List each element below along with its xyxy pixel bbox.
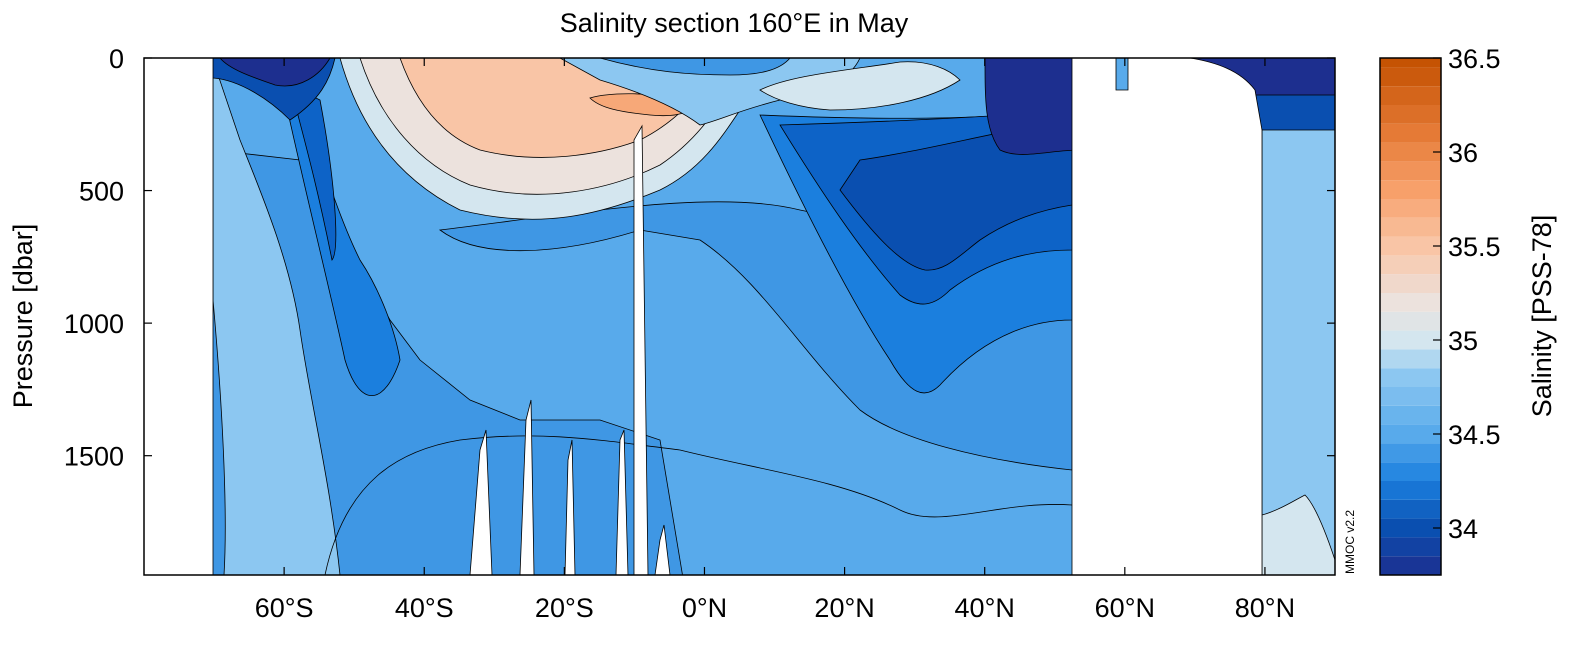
colorbar-swatch [1380, 499, 1441, 519]
chart-title: Salinity section 160°E in May [560, 8, 909, 38]
land-mask-north-gap [1071, 58, 1263, 575]
plot-frame [143, 57, 1336, 576]
y-axis: 0 500 1000 1500 [64, 44, 1335, 472]
ridge-4 [615, 429, 629, 575]
seamount-column [633, 124, 649, 575]
colorbar-tick-label: 35 [1448, 326, 1478, 356]
colorbar-swatch [1380, 274, 1441, 293]
colorbar-swatch [1380, 123, 1441, 143]
colorbar: 34 34.5 35 35.5 36 36.5 [1379, 44, 1501, 576]
colorbar-swatch [1380, 405, 1441, 425]
colorbar-swatch [1380, 537, 1441, 557]
y-tick-label: 0 [109, 44, 124, 74]
colorbar-swatch [1380, 199, 1441, 218]
y-tick-label: 1000 [64, 309, 124, 339]
colorbar-swatch [1380, 142, 1441, 162]
ridge-5 [654, 524, 671, 575]
equatorial-fresh-patch [599, 58, 791, 76]
southern-surface-core [219, 58, 331, 87]
x-tick-label: 20°S [535, 593, 594, 623]
x-tick-label: 40°N [955, 593, 1015, 623]
x-tick-label: 60°S [255, 593, 314, 623]
aaiw-tongue-outer [212, 59, 341, 575]
ridge-1 [469, 429, 493, 575]
deep-isohaline [324, 435, 1073, 575]
colorbar-swatch [1380, 368, 1441, 387]
colorbar-swatch [1380, 481, 1441, 500]
arctic-water [1261, 58, 1335, 575]
x-tick-label: 60°N [1095, 593, 1155, 623]
colorbar-swatch [1380, 518, 1441, 538]
colorbar-label: Salinity [PSS-78] [1527, 215, 1557, 418]
colorbar-tick-label: 36 [1448, 138, 1478, 168]
x-tick-label: 40°S [395, 593, 454, 623]
colorbar-swatch [1380, 236, 1441, 256]
colorbar-swatch [1380, 180, 1441, 199]
ridge-2 [519, 399, 535, 575]
northern-surface-fresh [984, 58, 1081, 155]
colorbar-swatch [1380, 311, 1441, 331]
x-tick-label: 0°N [682, 593, 727, 623]
colorbar-swatch [1380, 349, 1441, 369]
colorbar-swatch [1380, 462, 1441, 481]
colorbar-swatch [1380, 105, 1441, 124]
colorbar-swatch [1380, 387, 1441, 406]
npiw-core [839, 119, 1073, 271]
y-tick-label: 1500 [64, 442, 124, 472]
x-tick-label: 80°N [1235, 593, 1295, 623]
aaiw-tongue-core [289, 84, 337, 261]
colorbar-swatch [1380, 58, 1441, 68]
colorbar-frame [1379, 57, 1442, 576]
arctic-halocline [1249, 94, 1335, 131]
colorbar-swatch [1380, 556, 1441, 575]
land-mask-antarctica [144, 58, 214, 575]
colorbar-swatch [1380, 161, 1441, 181]
colorbar-swatch [1380, 67, 1441, 87]
north-equatorial-salty [759, 61, 961, 111]
salinity-field [144, 58, 1335, 575]
watermark: MMOC v2.2 [1343, 510, 1357, 574]
colorbar-tick-label: 34.5 [1448, 420, 1501, 450]
x-tick-label: 20°N [814, 593, 874, 623]
x-axis: 60°S 40°S 20°S 0°N 20°N 40°N 60°N 80°N [255, 58, 1295, 623]
colorbar-swatch [1380, 293, 1441, 312]
colorbar-swatch [1380, 424, 1441, 444]
colorbar-tick-label: 34 [1448, 514, 1478, 544]
colorbar-swatch [1380, 255, 1441, 275]
y-tick-label: 500 [79, 177, 124, 207]
ridge-3 [564, 439, 576, 575]
colorbar-tick-label: 36.5 [1448, 44, 1501, 74]
y-axis-label: Pressure [dbar] [8, 224, 38, 409]
colorbar-swatch [1380, 330, 1441, 350]
colorbar-tick-label: 35.5 [1448, 232, 1501, 262]
colorbar-swatch [1380, 443, 1441, 463]
colorbar-swatch [1380, 217, 1441, 237]
colorbar-swatch [1380, 86, 1441, 105]
